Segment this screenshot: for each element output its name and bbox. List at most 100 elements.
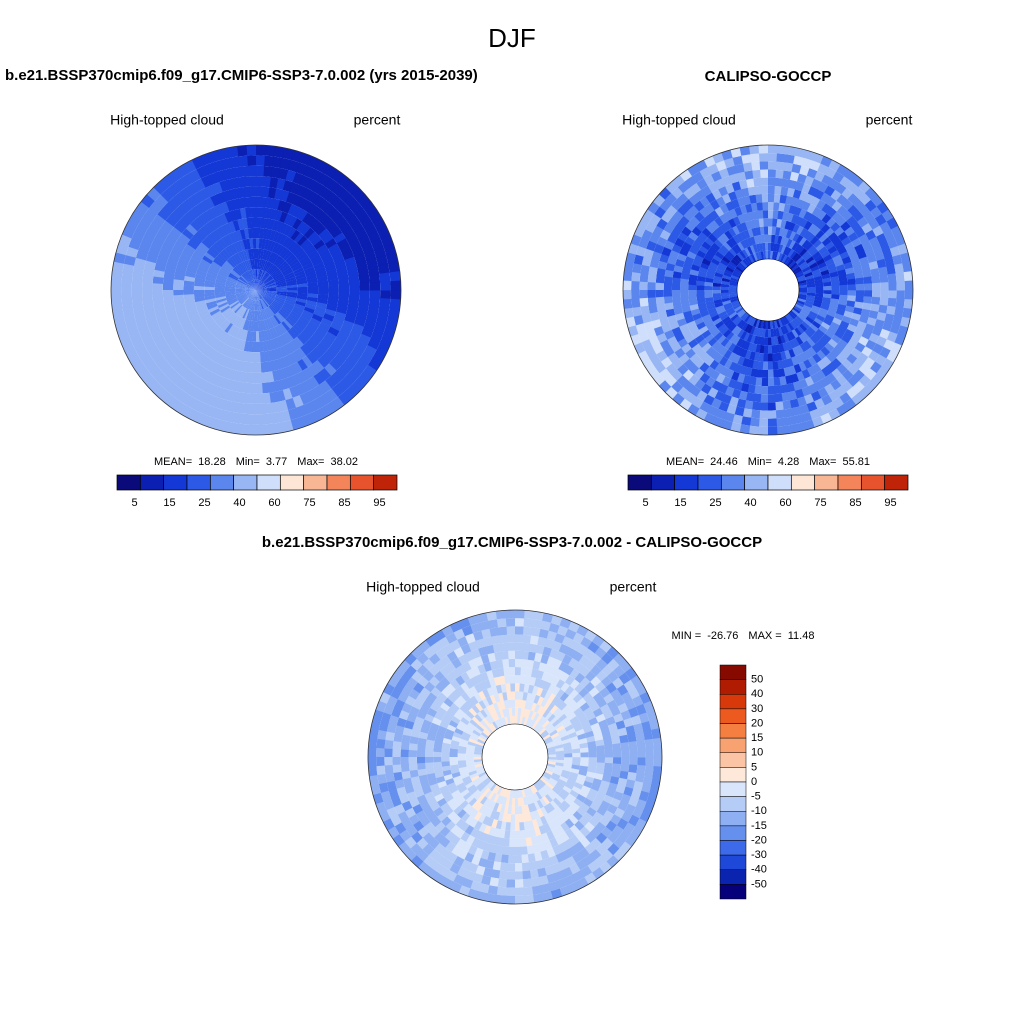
map-cell xyxy=(184,297,196,305)
map-cell xyxy=(480,875,492,886)
map-cell xyxy=(483,662,493,672)
map-cell xyxy=(724,210,733,221)
map-cell xyxy=(253,310,256,322)
map-cell xyxy=(491,635,501,645)
map-cell xyxy=(817,311,827,319)
map-cell xyxy=(792,223,800,234)
map-cell xyxy=(757,426,768,436)
map-cell xyxy=(714,239,724,249)
map-cell xyxy=(152,213,166,227)
map-cell xyxy=(383,683,395,696)
map-cell xyxy=(525,718,531,727)
map-cell xyxy=(265,262,272,273)
map-cell xyxy=(553,870,565,881)
map-cell xyxy=(777,360,784,370)
map-cell xyxy=(263,166,273,178)
map-cell xyxy=(480,786,488,795)
map-cell xyxy=(249,290,256,299)
map-cell xyxy=(457,753,466,757)
map-cell xyxy=(486,696,494,706)
map-cell xyxy=(265,282,276,287)
map-cell xyxy=(564,685,575,696)
map-cell xyxy=(204,196,216,210)
stat-label: Min= xyxy=(748,456,772,468)
map-cell xyxy=(589,827,601,839)
map-cell xyxy=(583,707,594,717)
map-cell xyxy=(318,380,332,394)
map-cell xyxy=(218,147,231,160)
map-cell xyxy=(254,279,256,290)
map-cell xyxy=(825,196,837,208)
map-cell xyxy=(579,666,591,678)
map-cell xyxy=(767,320,771,330)
map-cell xyxy=(161,347,174,360)
map-cell xyxy=(635,799,647,811)
map-cell xyxy=(292,206,303,219)
map-cell xyxy=(786,357,794,368)
map-cell xyxy=(453,711,464,721)
map-cell xyxy=(816,350,826,360)
map-cell xyxy=(324,363,337,376)
map-cell xyxy=(816,405,829,417)
map-cell xyxy=(730,147,742,158)
map-cell xyxy=(386,780,397,791)
map-cell xyxy=(247,320,252,332)
map-cell xyxy=(564,724,574,732)
map-cell xyxy=(468,738,478,744)
map-cell xyxy=(181,340,194,352)
map-cell xyxy=(188,313,201,323)
map-cell xyxy=(813,299,823,305)
colorbar-label: 15 xyxy=(163,497,175,509)
map-cell xyxy=(523,717,529,726)
map-cell xyxy=(704,355,715,367)
map-cell xyxy=(249,281,256,290)
map-cell xyxy=(549,777,558,785)
map-cell xyxy=(208,172,220,185)
map-cell xyxy=(854,271,864,279)
map-cell xyxy=(225,291,236,295)
map-cell xyxy=(506,871,515,880)
map-cell xyxy=(839,290,848,296)
map-cell xyxy=(511,798,515,807)
map-cell xyxy=(735,266,744,273)
map-cell xyxy=(798,294,807,298)
map-cell xyxy=(198,309,210,318)
map-cell xyxy=(236,292,247,297)
map-cell xyxy=(251,259,255,270)
map-cell xyxy=(876,201,889,215)
map-cell xyxy=(494,651,503,661)
map-cell xyxy=(287,315,298,325)
map-cell xyxy=(519,830,526,839)
map-cell xyxy=(734,406,745,417)
map-cell xyxy=(760,336,765,346)
map-cell xyxy=(449,748,459,754)
map-cell xyxy=(732,303,742,310)
map-cell xyxy=(262,297,271,306)
map-cell xyxy=(547,761,556,766)
map-cell xyxy=(505,683,511,692)
map-cell xyxy=(806,283,816,288)
map-cell xyxy=(551,676,561,687)
map-cell xyxy=(441,789,452,798)
map-cell xyxy=(287,255,298,265)
map-cell xyxy=(508,658,516,668)
map-cell xyxy=(232,337,240,349)
map-cell xyxy=(361,242,374,254)
map-cell xyxy=(755,226,761,236)
map-cell xyxy=(861,240,872,251)
map-cell xyxy=(749,194,757,204)
map-cell xyxy=(717,323,727,332)
map-cell xyxy=(436,811,448,822)
map-cell xyxy=(324,204,337,218)
map-cell xyxy=(892,315,903,326)
map-cell xyxy=(450,739,460,746)
map-cell xyxy=(489,783,497,792)
map-cell xyxy=(269,266,279,276)
map-cell xyxy=(884,256,895,267)
map-cell xyxy=(301,355,313,368)
map-cell xyxy=(286,292,298,296)
map-cell xyxy=(630,675,643,689)
map-cell xyxy=(685,220,696,232)
map-cell xyxy=(756,369,763,378)
map-cell xyxy=(459,821,470,832)
